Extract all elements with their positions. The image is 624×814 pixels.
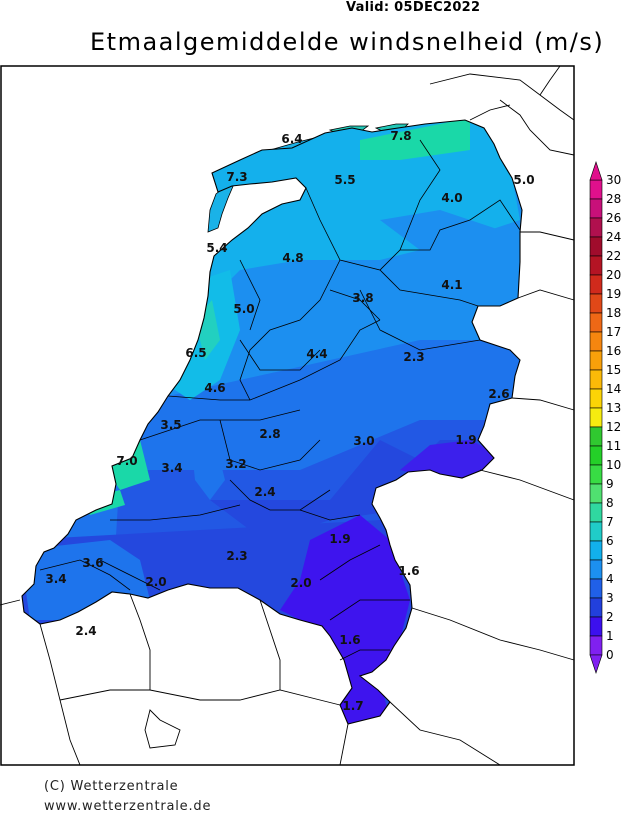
legend-swatch [589,521,603,542]
value-label: 3.4 [161,461,182,475]
value-label: 3.8 [352,291,373,305]
legend-swatch [589,388,603,409]
legend-tick-label: 2 [606,610,614,624]
value-label: 2.3 [403,350,424,364]
legend-swatch [589,426,603,447]
legend-tick-label: 6 [606,534,614,548]
legend-tick-label: 18 [606,306,621,320]
legend-swatch [589,407,603,428]
station-values: 6.4 7.8 7.3 5.5 5.0 4.0 5.4 4.8 4.1 3.8 … [45,129,534,713]
value-label: 2.8 [259,427,280,441]
value-label: 5.5 [334,173,355,187]
website-url: www.wetterzentrale.de [44,799,212,814]
value-label: 2.6 [488,387,509,401]
legend-tick-label: 14 [606,382,621,396]
neighbour-borders [0,65,575,766]
legend-tick-label: 10 [606,458,621,472]
province-borders [39,139,521,661]
legend-swatch [589,578,603,599]
value-label: 1.9 [455,433,476,447]
value-label: 3.4 [45,572,66,586]
legend-tick-label: 24 [606,230,621,244]
legend-swatch [589,540,603,561]
legend-swatch [589,483,603,504]
value-label: 3.6 [82,556,103,570]
legend-tick-label: 15 [606,363,621,377]
legend-tick-label: 8 [606,496,614,510]
legend-tick-label: 7 [606,515,614,529]
color-legend: 3028262422201918171615141312111098765432… [589,161,621,674]
value-label: 7.3 [226,170,247,184]
legend-swatch [589,445,603,466]
legend-swatch [589,597,603,618]
value-label: 4.6 [204,381,225,395]
legend-tick-label: 4 [606,572,614,586]
legend-swatch [589,217,603,238]
legend-tick-label: 1 [606,629,614,643]
legend-swatch [589,502,603,523]
map-title: Etmaalgemiddelde windsnelheid (m/s) [90,28,605,56]
legend-swatch [589,312,603,333]
legend-tick-label: 5 [606,553,614,567]
value-label: 1.7 [342,699,363,713]
value-label: 2.3 [226,549,247,563]
value-label: 4.1 [441,278,462,292]
value-label: 2.0 [290,576,311,590]
legend-swatch [589,293,603,314]
value-label: 5.0 [513,173,534,187]
value-label: 2.4 [254,485,275,499]
value-label: 1.9 [329,532,350,546]
value-label: 7.8 [390,129,411,143]
valid-date: Valid: 05DEC2022 [346,0,481,15]
legend-arrow-top [589,161,603,181]
value-label: 5.4 [206,241,227,255]
netherlands-outline [21,119,523,725]
legend-swatch [589,236,603,257]
legend-tick-label: 12 [606,420,621,434]
value-label: 3.5 [160,418,181,432]
legend-arrow-bottom [589,654,603,674]
value-label: 4.8 [282,251,303,265]
legend-swatches [589,161,603,674]
legend-swatch [589,369,603,390]
legend-swatch [589,350,603,371]
legend-tick-label: 0 [606,648,614,662]
value-label: 4.0 [441,191,462,205]
legend-swatch [589,255,603,276]
value-label: 3.0 [353,434,374,448]
legend-swatch [589,559,603,580]
value-label: 1.6 [339,633,360,647]
legend-swatch [589,464,603,485]
value-label: 6.5 [185,346,206,360]
legend-tick-label: 13 [606,401,621,415]
value-label: 5.0 [233,302,254,316]
legend-tick-label: 22 [606,249,621,263]
legend-tick-label: 28 [606,192,621,206]
copyright-text: (C) Wetterzentrale [44,779,179,794]
value-label: 1.6 [398,564,419,578]
legend-tick-label: 30 [606,173,621,187]
value-label: 2.4 [75,624,96,638]
value-label: 4.4 [306,347,327,361]
legend-labels: 3028262422201918171615141312111098765432… [606,173,621,662]
value-label: 3.2 [225,457,246,471]
legend-swatch [589,635,603,656]
legend-tick-label: 11 [606,439,621,453]
value-label: 2.0 [145,575,166,589]
value-label: 6.4 [281,132,302,146]
legend-swatch [589,179,603,200]
legend-tick-label: 19 [606,287,621,301]
legend-swatch [589,616,603,637]
legend-tick-label: 9 [606,477,614,491]
legend-swatch [589,198,603,219]
legend-tick-label: 17 [606,325,621,339]
legend-swatch [589,274,603,295]
legend-tick-label: 16 [606,344,621,358]
legend-tick-label: 20 [606,268,621,282]
legend-tick-label: 3 [606,591,614,605]
legend-swatch [589,331,603,352]
legend-tick-label: 26 [606,211,621,225]
value-label: 7.0 [116,454,137,468]
